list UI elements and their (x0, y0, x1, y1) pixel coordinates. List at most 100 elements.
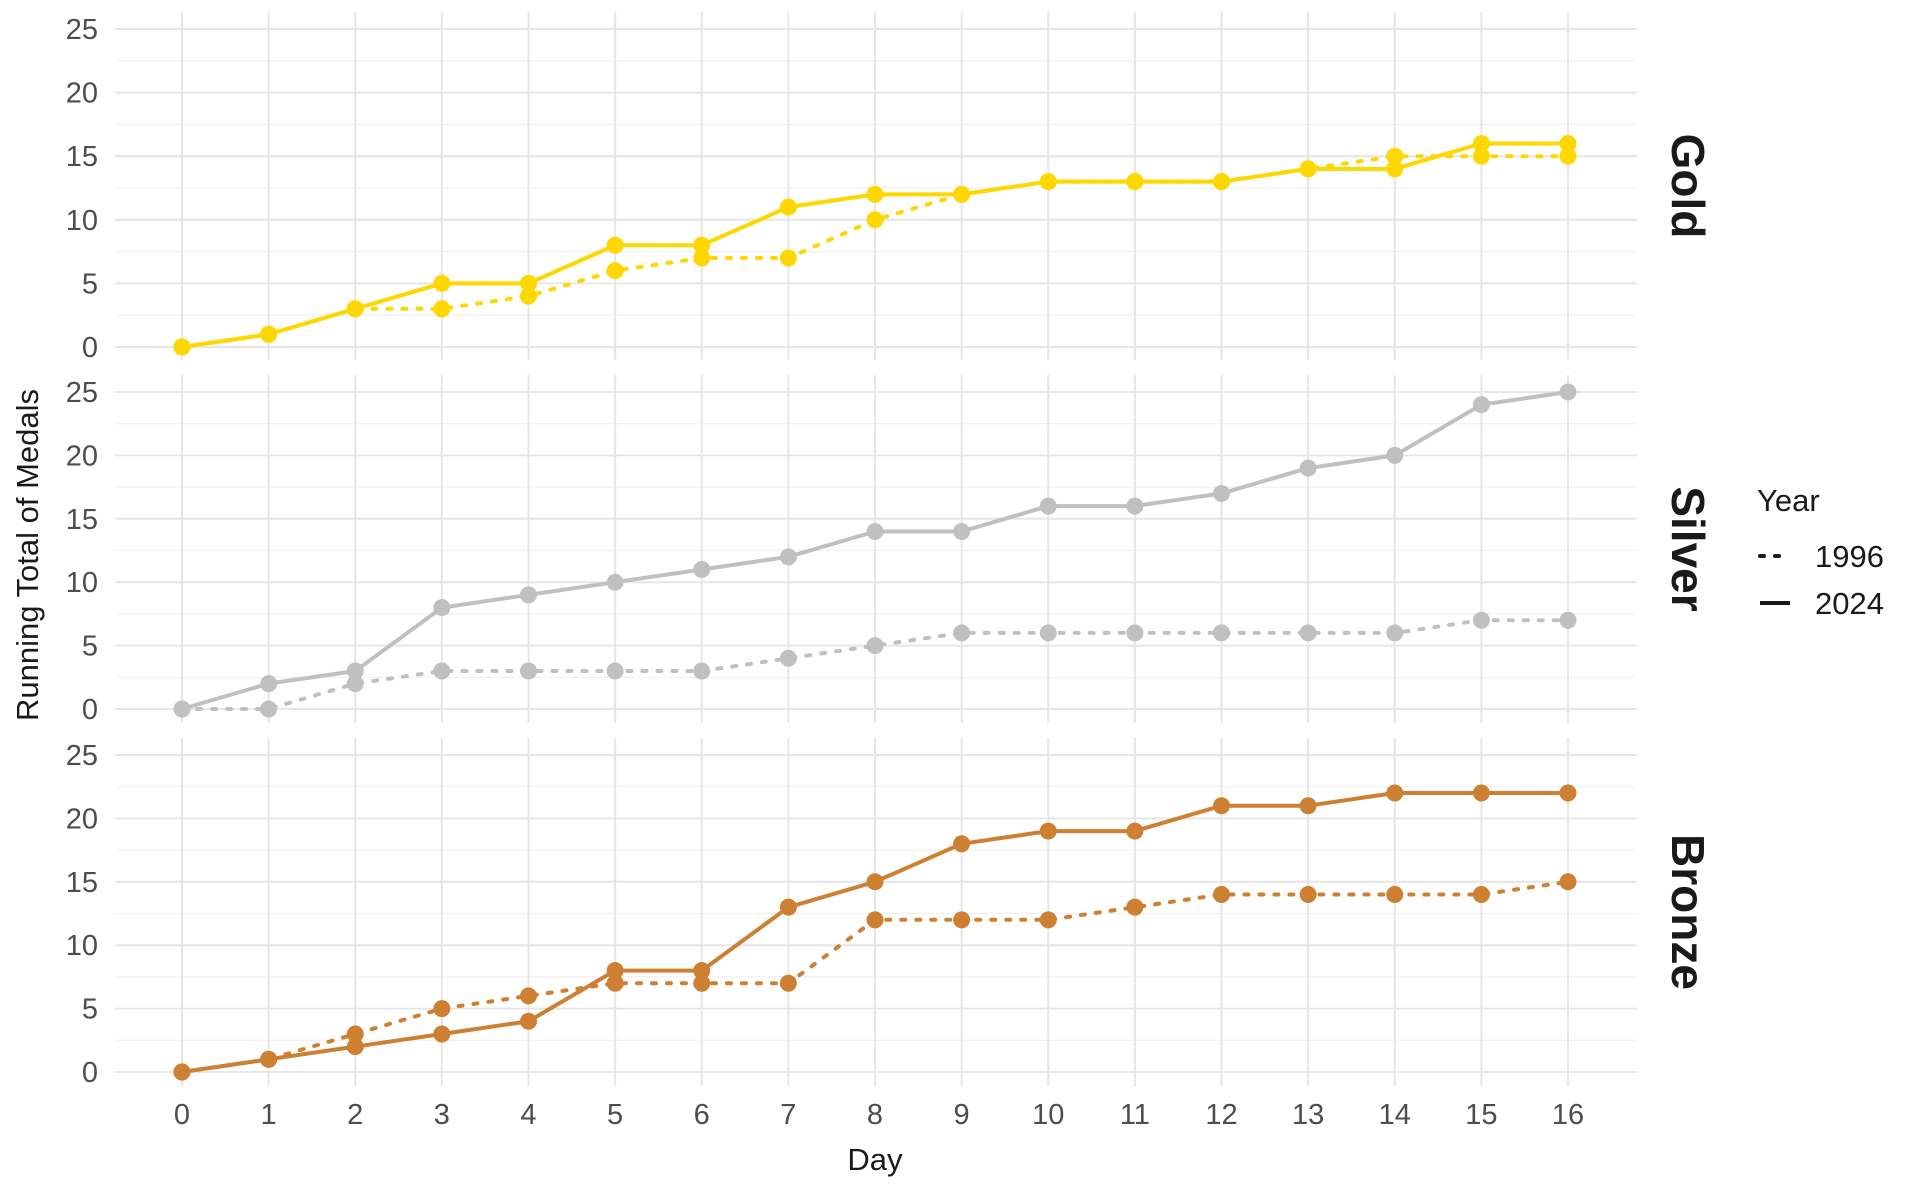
data-point (260, 1050, 278, 1068)
y-tick-label: 10 (66, 930, 98, 962)
data-point (1472, 885, 1490, 903)
facet-bronze: 0 5 10 15 20 25 Bronze (66, 738, 1714, 1089)
data-point (1126, 822, 1144, 840)
data-point (953, 624, 971, 642)
data-point (866, 211, 884, 229)
y-tick-label: 0 (82, 332, 98, 364)
y-tick-label: 0 (82, 1057, 98, 1089)
y-tick-label: 5 (82, 994, 98, 1026)
y-tick-label: 20 (66, 78, 98, 110)
y-tick-label: 25 (66, 14, 98, 46)
x-tick-label: 7 (780, 1099, 796, 1131)
facet-panels: 0 5 10 15 20 25 Gold 0 5 10 15 20 25 Silver 0 5 10 15 20 25… (66, 12, 1714, 1089)
data-point (866, 185, 884, 203)
series-bronze-1996 (173, 873, 1577, 1081)
x-tick-label: 6 (694, 1099, 710, 1131)
x-tick-label: 8 (867, 1099, 883, 1131)
data-point (1213, 885, 1230, 903)
data-point (779, 974, 797, 992)
data-point (1559, 147, 1577, 165)
y-tick-label: 20 (66, 803, 98, 835)
y-tick-label: 10 (66, 567, 98, 599)
y-tick-label: 5 (82, 631, 98, 663)
data-point (1299, 160, 1317, 178)
data-point (1039, 497, 1057, 515)
data-point (606, 262, 624, 280)
data-point (606, 236, 624, 254)
data-point (173, 338, 191, 356)
data-point (520, 274, 537, 292)
x-tick-label: 13 (1292, 1099, 1324, 1131)
data-point (693, 561, 711, 579)
x-tick-label: 16 (1552, 1099, 1584, 1131)
data-point (953, 185, 971, 203)
data-point (1126, 173, 1144, 191)
data-point (779, 898, 797, 916)
strip-label: Bronze (1662, 834, 1714, 990)
data-point (779, 548, 797, 566)
data-point (1386, 624, 1404, 642)
data-point (433, 662, 451, 680)
data-point (953, 911, 971, 929)
data-point (346, 300, 364, 318)
data-point (1472, 611, 1490, 629)
data-point (866, 637, 884, 655)
data-point (693, 962, 711, 980)
y-tick-label: 15 (66, 504, 98, 536)
legend: Year 1996 2024 (1757, 483, 1884, 621)
data-point (779, 649, 797, 667)
data-point (1386, 784, 1404, 802)
data-point (953, 835, 971, 853)
data-point (260, 325, 278, 343)
data-point (606, 662, 624, 680)
data-point (866, 911, 884, 929)
x-tick-label: 15 (1465, 1099, 1497, 1131)
data-point (779, 198, 797, 216)
facet-gold: 0 5 10 15 20 25 Gold (66, 12, 1714, 364)
strip-label: Silver (1662, 486, 1714, 611)
data-point (1299, 797, 1317, 815)
y-tick-label: 25 (66, 377, 98, 409)
y-tick-label: 25 (66, 740, 98, 772)
data-point (693, 974, 711, 992)
data-point (1386, 147, 1404, 165)
data-point (1213, 484, 1230, 502)
data-point (433, 300, 451, 318)
data-point (1299, 624, 1317, 642)
data-point (173, 700, 191, 718)
data-point (433, 1000, 451, 1018)
data-point (1472, 147, 1490, 165)
x-tick-label: 5 (607, 1099, 623, 1131)
legend-label: 1996 (1815, 539, 1884, 574)
data-point (1559, 611, 1577, 629)
data-point (1126, 898, 1144, 916)
data-point (1126, 624, 1144, 642)
y-tick-label: 5 (82, 268, 98, 300)
data-point (520, 662, 537, 680)
data-point (1039, 173, 1057, 191)
data-point (1386, 446, 1404, 464)
data-point (173, 1063, 191, 1081)
data-point (1559, 873, 1577, 891)
data-point (260, 700, 278, 718)
data-point (606, 974, 624, 992)
data-point (1213, 624, 1230, 642)
series-silver-2024 (173, 383, 1577, 718)
x-tick-label: 12 (1205, 1099, 1237, 1131)
data-point (346, 1025, 364, 1043)
data-point (1039, 624, 1057, 642)
legend-label: 2024 (1815, 586, 1884, 621)
data-point (520, 287, 537, 305)
data-point (1213, 797, 1230, 815)
data-point (693, 236, 711, 254)
data-point (520, 987, 537, 1005)
series-bronze-2024 (173, 784, 1577, 1081)
data-point (1386, 160, 1404, 178)
x-tick-label: 2 (347, 1099, 363, 1131)
x-tick-label: 3 (434, 1099, 450, 1131)
data-point (866, 522, 884, 540)
x-tick-label: 4 (520, 1099, 536, 1131)
data-point (346, 675, 364, 693)
y-tick-label: 10 (66, 205, 98, 237)
